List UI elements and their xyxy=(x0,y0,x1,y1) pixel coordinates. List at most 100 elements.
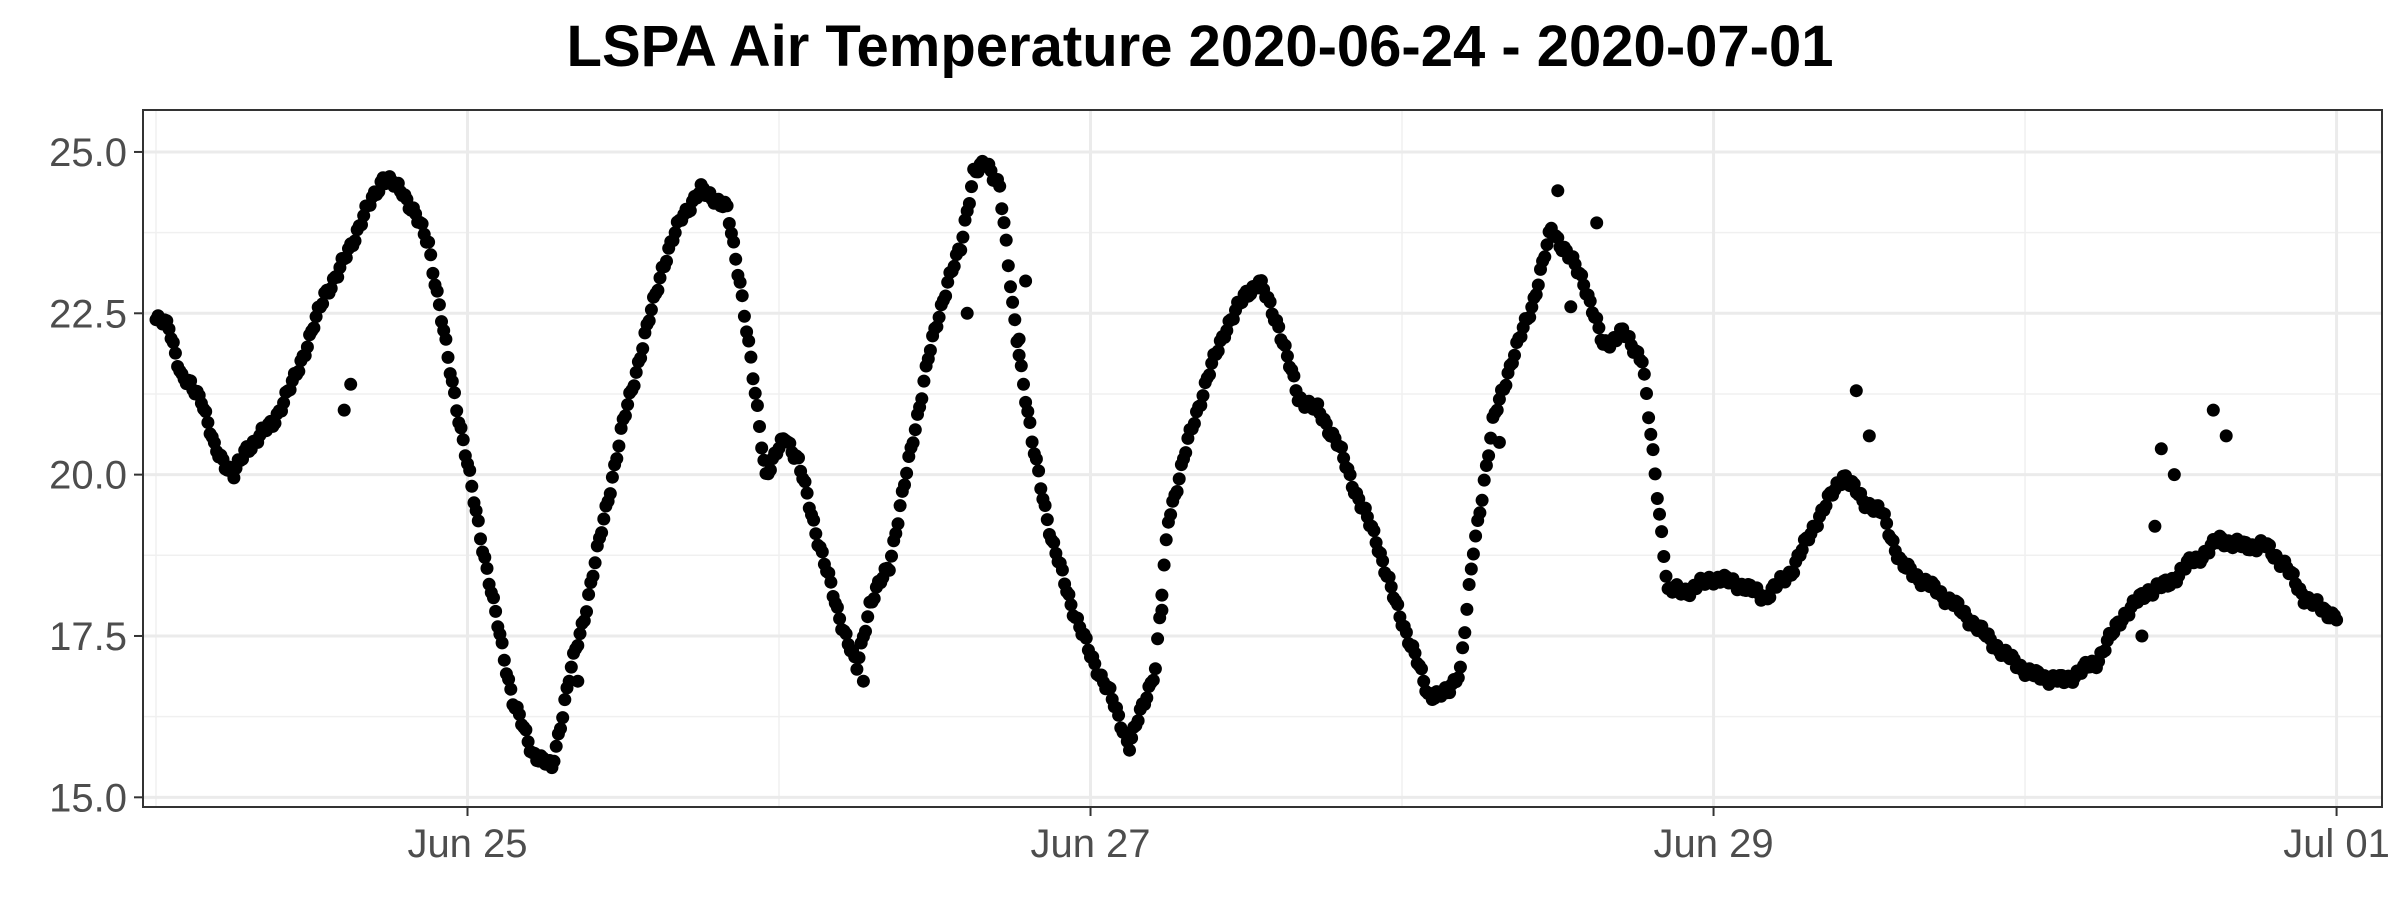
data-point xyxy=(1157,558,1171,572)
data-point xyxy=(1196,389,1210,403)
data-point xyxy=(564,660,578,674)
data-point xyxy=(1880,516,1894,530)
data-point xyxy=(1464,562,1478,576)
data-point xyxy=(1657,550,1671,563)
data-point xyxy=(1460,602,1474,616)
data-point xyxy=(1538,250,1552,264)
data-point xyxy=(727,235,741,249)
data-points xyxy=(149,154,2344,775)
panel-border xyxy=(142,109,2383,808)
data-point xyxy=(603,487,617,501)
x-tick-label: Jun 29 xyxy=(1653,822,1773,866)
data-point xyxy=(856,674,870,688)
data-point xyxy=(1335,440,1348,454)
data-point xyxy=(1376,554,1390,568)
data-point xyxy=(960,306,974,320)
data-point xyxy=(1062,588,1076,601)
data-point xyxy=(201,416,215,429)
data-point xyxy=(1653,507,1666,521)
data-point xyxy=(610,452,624,466)
data-point xyxy=(1451,671,1465,685)
data-point xyxy=(1006,295,1020,309)
data-point xyxy=(1287,369,1301,383)
data-point xyxy=(629,365,643,379)
data-point xyxy=(487,591,500,605)
data-point xyxy=(1164,508,1178,522)
data-point xyxy=(1466,547,1480,561)
data-point xyxy=(422,235,436,249)
data-point xyxy=(426,266,440,280)
data-point xyxy=(1021,405,1035,418)
data-point xyxy=(737,309,751,323)
data-point xyxy=(1012,332,1026,346)
data-point xyxy=(1384,580,1398,594)
x-tick-label: Jun 27 xyxy=(1030,822,1150,866)
data-point xyxy=(1088,657,1102,671)
data-point xyxy=(651,283,665,297)
data-point xyxy=(800,486,814,500)
data-point xyxy=(1456,641,1470,655)
chart-title: LSPA Air Temperature 2020-06-24 - 2020-0… xyxy=(566,14,1834,79)
data-point xyxy=(1263,295,1277,309)
data-point xyxy=(2167,468,2181,482)
data-point xyxy=(471,514,485,528)
data-point xyxy=(1655,525,1669,539)
data-point xyxy=(906,436,920,450)
data-point xyxy=(2148,519,2162,533)
data-point xyxy=(1017,377,1030,391)
data-point xyxy=(424,248,438,262)
data-point xyxy=(573,627,587,641)
data-point xyxy=(1499,378,1513,392)
data-point xyxy=(867,592,881,605)
data-point xyxy=(1319,417,1333,431)
data-point xyxy=(495,636,509,650)
data-point xyxy=(1125,731,1139,745)
data-point xyxy=(595,526,609,540)
data-point xyxy=(1151,632,1165,646)
data-point xyxy=(660,254,673,268)
data-point xyxy=(807,513,821,527)
data-point xyxy=(502,672,516,686)
data-point xyxy=(898,478,911,492)
data-point xyxy=(432,298,446,312)
data-point xyxy=(1012,348,1026,362)
data-point xyxy=(891,517,905,531)
data-point xyxy=(1278,339,1292,352)
data-point xyxy=(1642,411,1656,425)
data-point xyxy=(1179,446,1193,460)
data-point xyxy=(1648,467,1662,481)
data-point xyxy=(1280,349,1294,363)
data-point xyxy=(1004,280,1017,294)
data-point xyxy=(720,199,734,213)
data-point xyxy=(742,334,756,348)
data-point xyxy=(307,321,321,335)
data-point xyxy=(554,722,567,736)
data-point xyxy=(1473,506,1487,520)
data-point xyxy=(763,463,777,477)
data-point xyxy=(1564,300,1578,314)
data-point xyxy=(1055,563,1069,577)
data-point xyxy=(1194,398,1208,412)
data-point xyxy=(1032,464,1046,478)
data-point xyxy=(744,350,758,364)
data-point xyxy=(947,259,961,273)
data-point xyxy=(997,216,1011,230)
data-point xyxy=(1391,598,1405,611)
data-point xyxy=(1650,492,1664,505)
data-point xyxy=(653,271,667,285)
data-point xyxy=(2219,429,2233,443)
data-point xyxy=(850,662,864,676)
data-point xyxy=(1064,598,1078,612)
data-point xyxy=(824,575,838,589)
data-point xyxy=(1453,660,1467,674)
data-point xyxy=(750,399,764,412)
data-point xyxy=(722,217,736,230)
data-point xyxy=(1479,459,1493,472)
data-point xyxy=(861,610,875,624)
data-point xyxy=(995,202,1009,216)
data-point xyxy=(480,561,494,575)
data-point xyxy=(1415,662,1428,676)
major-gridlines xyxy=(143,110,2382,807)
data-point xyxy=(833,612,847,626)
data-point xyxy=(448,386,461,400)
